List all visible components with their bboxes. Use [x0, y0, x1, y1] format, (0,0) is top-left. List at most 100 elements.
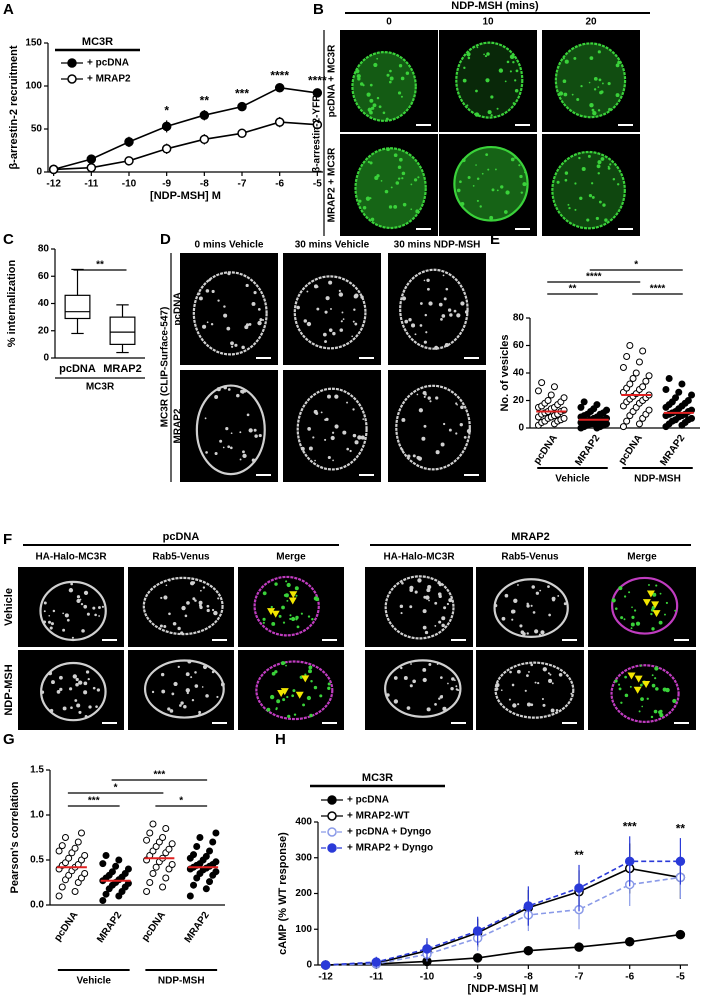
puncta — [206, 321, 209, 324]
data-point — [71, 888, 79, 895]
puncta — [210, 322, 214, 326]
puncta — [187, 659, 192, 664]
cell-outline — [610, 576, 679, 635]
panel-label: H — [275, 731, 286, 748]
puncta — [455, 685, 458, 688]
puncta — [607, 82, 611, 86]
significance-label: **** — [270, 68, 289, 82]
column-label: 10 — [482, 17, 494, 28]
puncta — [373, 62, 378, 68]
puncta — [607, 167, 611, 170]
data-point — [675, 856, 686, 867]
x-tick-label: -5 — [676, 972, 685, 983]
significance-label: * — [634, 260, 638, 271]
puncta — [328, 328, 333, 332]
puncta — [308, 446, 313, 451]
puncta — [416, 393, 419, 396]
puncta — [414, 333, 417, 336]
puncta — [494, 687, 499, 691]
puncta — [236, 393, 240, 398]
puncta — [400, 95, 403, 98]
puncta — [638, 710, 641, 713]
puncta — [393, 204, 398, 209]
puncta — [509, 670, 512, 674]
data-point — [190, 881, 198, 889]
puncta — [242, 450, 245, 454]
puncta — [537, 681, 540, 685]
puncta — [80, 603, 84, 606]
puncta — [393, 153, 398, 158]
puncta — [443, 709, 447, 713]
puncta — [674, 609, 677, 612]
panel-label: D — [160, 231, 171, 248]
puncta — [307, 427, 311, 431]
puncta — [423, 424, 427, 428]
puncta — [542, 667, 548, 672]
puncta — [362, 206, 367, 210]
puncta — [282, 621, 286, 624]
puncta — [186, 601, 190, 605]
puncta — [519, 174, 523, 179]
row-label: pcDNA + MC3R — [327, 44, 338, 117]
data-point — [237, 128, 247, 139]
puncta — [220, 352, 222, 354]
data-point — [74, 838, 82, 846]
puncta — [76, 595, 81, 599]
puncta — [441, 314, 446, 318]
puncta — [98, 615, 101, 617]
group-label: pcDNA — [163, 531, 200, 543]
puncta — [597, 50, 601, 54]
puncta — [466, 52, 471, 57]
puncta — [353, 294, 358, 299]
puncta — [401, 177, 404, 180]
puncta — [570, 692, 573, 695]
puncta — [389, 69, 392, 73]
puncta — [612, 178, 616, 181]
puncta — [463, 66, 466, 69]
puncta — [386, 147, 390, 152]
puncta — [481, 172, 484, 175]
puncta — [397, 165, 402, 170]
puncta — [517, 703, 520, 706]
puncta — [385, 117, 389, 121]
puncta — [453, 309, 457, 313]
data-point — [312, 88, 323, 98]
puncta — [441, 616, 446, 621]
data-point — [196, 834, 204, 841]
y-axis-label: cAMP (% WT response) — [277, 832, 289, 955]
puncta — [562, 57, 565, 60]
puncta — [539, 589, 542, 592]
puncta — [490, 114, 493, 117]
puncta — [194, 671, 197, 674]
puncta — [640, 697, 644, 701]
puncta — [563, 92, 568, 97]
puncta — [550, 708, 555, 713]
significance-label: *** — [154, 770, 166, 781]
puncta — [184, 614, 188, 618]
puncta — [291, 694, 295, 698]
puncta — [551, 682, 554, 685]
series-line — [325, 860, 681, 966]
panel-label: F — [3, 531, 12, 548]
significance-label: *** — [88, 796, 100, 807]
puncta — [508, 698, 511, 701]
puncta — [245, 283, 249, 288]
x-tick-label: MRAP2 — [183, 910, 212, 945]
puncta — [367, 107, 372, 112]
puncta — [624, 675, 627, 679]
puncta — [198, 710, 202, 714]
puncta — [306, 290, 309, 293]
y-tick-label: 1.0 — [30, 810, 44, 821]
puncta — [246, 413, 250, 417]
arrowhead — [301, 675, 310, 683]
puncta — [623, 595, 627, 598]
puncta — [526, 674, 529, 678]
puncta — [496, 189, 499, 192]
puncta — [325, 417, 329, 421]
puncta — [192, 581, 196, 585]
legend-label: + pcDNA + Dyngo — [347, 827, 431, 838]
puncta — [487, 168, 490, 171]
puncta — [650, 612, 653, 616]
puncta — [94, 613, 97, 617]
puncta — [327, 682, 331, 686]
